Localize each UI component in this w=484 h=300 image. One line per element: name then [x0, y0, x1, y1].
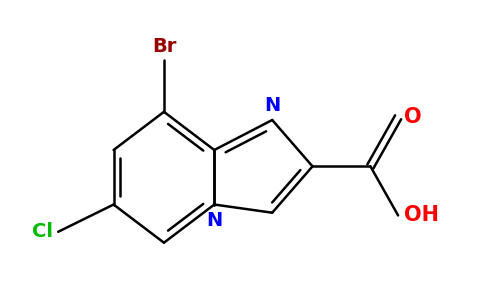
Text: Cl: Cl — [32, 222, 53, 241]
Text: OH: OH — [404, 206, 439, 225]
Text: O: O — [404, 107, 422, 127]
Text: N: N — [206, 211, 223, 230]
Text: Br: Br — [152, 37, 176, 56]
Text: N: N — [264, 96, 280, 115]
